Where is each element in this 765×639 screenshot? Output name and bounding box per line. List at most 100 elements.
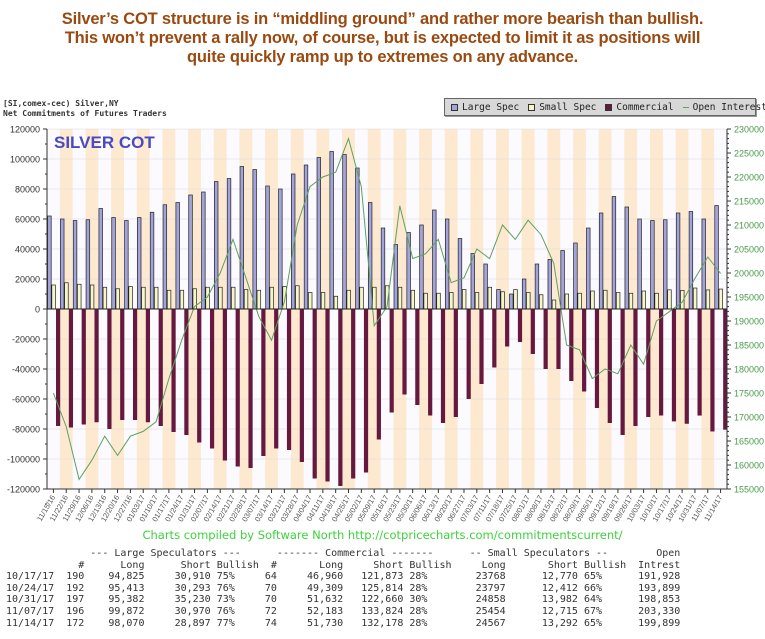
- commercial-bar: [363, 309, 369, 473]
- small-spec-bar: [115, 288, 120, 310]
- commercial-bar: [222, 309, 227, 461]
- table-row: 10/24/17 192 95,413 30,293 76% 70 49,309…: [6, 582, 681, 594]
- chart-watermark: SILVER COT: [54, 133, 155, 152]
- large-spec-bar: [342, 154, 347, 310]
- y2-tick-label: 200000: [734, 269, 764, 279]
- large-spec-bar: [534, 263, 540, 310]
- y2-tick-label: 225000: [734, 149, 764, 159]
- commercial-bar: [132, 309, 138, 420]
- large-spec-bar: [496, 289, 501, 310]
- large-spec-bar: [149, 211, 155, 310]
- legend-item-open-interest: Open Interest: [682, 102, 765, 113]
- commercial-bar: [492, 309, 497, 368]
- commercial-bar: [569, 309, 574, 381]
- small-spec-bar: [615, 292, 621, 310]
- large-spec-bar: [637, 218, 642, 310]
- y-tick-label: -40000: [12, 365, 40, 375]
- y2-tick-label: 160000: [734, 461, 764, 471]
- large-spec-bar: [303, 164, 309, 310]
- small-spec-bar: [577, 292, 582, 310]
- large-spec-bar: [265, 185, 270, 310]
- commercial-bar: [351, 309, 356, 479]
- y-tick-label: -100000: [7, 455, 40, 465]
- commercial-bar: [671, 309, 677, 422]
- small-spec-bar: [359, 286, 364, 310]
- small-spec-bar: [295, 285, 300, 310]
- small-spec-bar: [603, 289, 608, 310]
- commercial-bar: [530, 309, 535, 354]
- y-tick-label: 60000: [15, 215, 40, 225]
- y-tick-label: 120000: [10, 125, 40, 135]
- commercial-bar: [646, 309, 651, 417]
- y2-tick-label: 195000: [734, 293, 764, 303]
- chart-legend: Large Spec Small Spec Commercial Open In…: [444, 98, 765, 116]
- small-spec-bar: [449, 292, 454, 310]
- commercial-bar: [338, 309, 343, 486]
- small-spec-bar: [269, 286, 274, 310]
- commercial-bar: [415, 309, 420, 405]
- small-spec-bar: [64, 282, 69, 310]
- cot-table: --- Large Speculators --- ------- Commer…: [6, 548, 680, 629]
- right-axis-ticks: 230000 225000 220000 215000 210000 205000 2000…: [727, 125, 764, 495]
- y-tick-label: 0: [35, 305, 40, 315]
- small-spec-bar: [538, 294, 544, 310]
- commercial-bar: [479, 309, 484, 384]
- y-tick-label: -80000: [12, 425, 40, 435]
- large-spec-bar: [611, 196, 617, 310]
- y-tick-label: -120000: [7, 485, 40, 495]
- commercial-bar: [607, 309, 612, 423]
- legend-label: Large Spec: [462, 101, 520, 113]
- large-spec-bar: [509, 293, 514, 310]
- headline-line-1: Silver’s COT structure is in “middling g…: [61, 10, 704, 28]
- y2-tick-label: 190000: [734, 317, 764, 327]
- small-spec-bar: [513, 289, 518, 310]
- small-spec-bar: [705, 289, 711, 310]
- y2-tick-label: 155000: [734, 485, 764, 495]
- commercial-bar: [556, 309, 561, 369]
- large-spec-bar: [355, 167, 360, 310]
- large-spec-bar: [226, 178, 232, 310]
- large-spec-bar: [380, 227, 386, 310]
- small-spec-bar: [256, 289, 262, 310]
- large-spec-bar: [457, 238, 463, 310]
- large-spec-bar: [483, 263, 488, 310]
- small-spec-bar: [51, 284, 56, 310]
- small-spec-bar: [397, 286, 403, 310]
- large-spec-bar: [586, 227, 591, 310]
- y-tick-label: 80000: [15, 185, 40, 195]
- large-spec-bar: [560, 250, 565, 310]
- small-spec-bar: [231, 286, 236, 310]
- large-spec-bar: [239, 166, 245, 310]
- small-spec-bar: [166, 289, 172, 310]
- y2-tick-label: 220000: [734, 173, 764, 183]
- y-tick-label: 40000: [15, 245, 40, 255]
- small-spec-bar: [564, 293, 569, 310]
- commercial-bar: [286, 309, 292, 450]
- small-spec-bar: [154, 286, 159, 310]
- large-spec-bar: [188, 194, 193, 310]
- legend-item-small-spec: Small Spec: [528, 102, 596, 113]
- commercial-bar: [171, 309, 176, 432]
- chart-footer: Charts compiled by Software North http:/…: [142, 528, 623, 542]
- small-spec-bar: [718, 288, 723, 310]
- commercial-bar: [197, 309, 202, 443]
- chart-header: [SI,comex-cec) Silver,NY Net Commitments…: [3, 99, 167, 119]
- small-spec-bar: [141, 286, 146, 310]
- y2-tick-label: 175000: [734, 389, 764, 399]
- commercial-bar: [376, 309, 381, 440]
- commercial-bar: [543, 309, 548, 369]
- large-spec-bar: [329, 151, 334, 310]
- commercial-bar: [120, 309, 125, 420]
- large-spec-bar: [663, 219, 668, 310]
- small-spec-bar: [641, 290, 646, 310]
- commercial-bar: [723, 309, 728, 430]
- commercial-bar: [453, 309, 458, 417]
- commercial-bar: [184, 309, 189, 435]
- small-spec-bar: [487, 286, 492, 310]
- commercial-bar: [428, 309, 433, 416]
- commercial-bar: [389, 309, 394, 413]
- large-spec-bar: [252, 169, 257, 310]
- hollow-square-icon: [451, 103, 458, 111]
- open-interest-line: [52, 136, 721, 481]
- headline: Silver’s COT structure is in “middling g…: [0, 10, 765, 67]
